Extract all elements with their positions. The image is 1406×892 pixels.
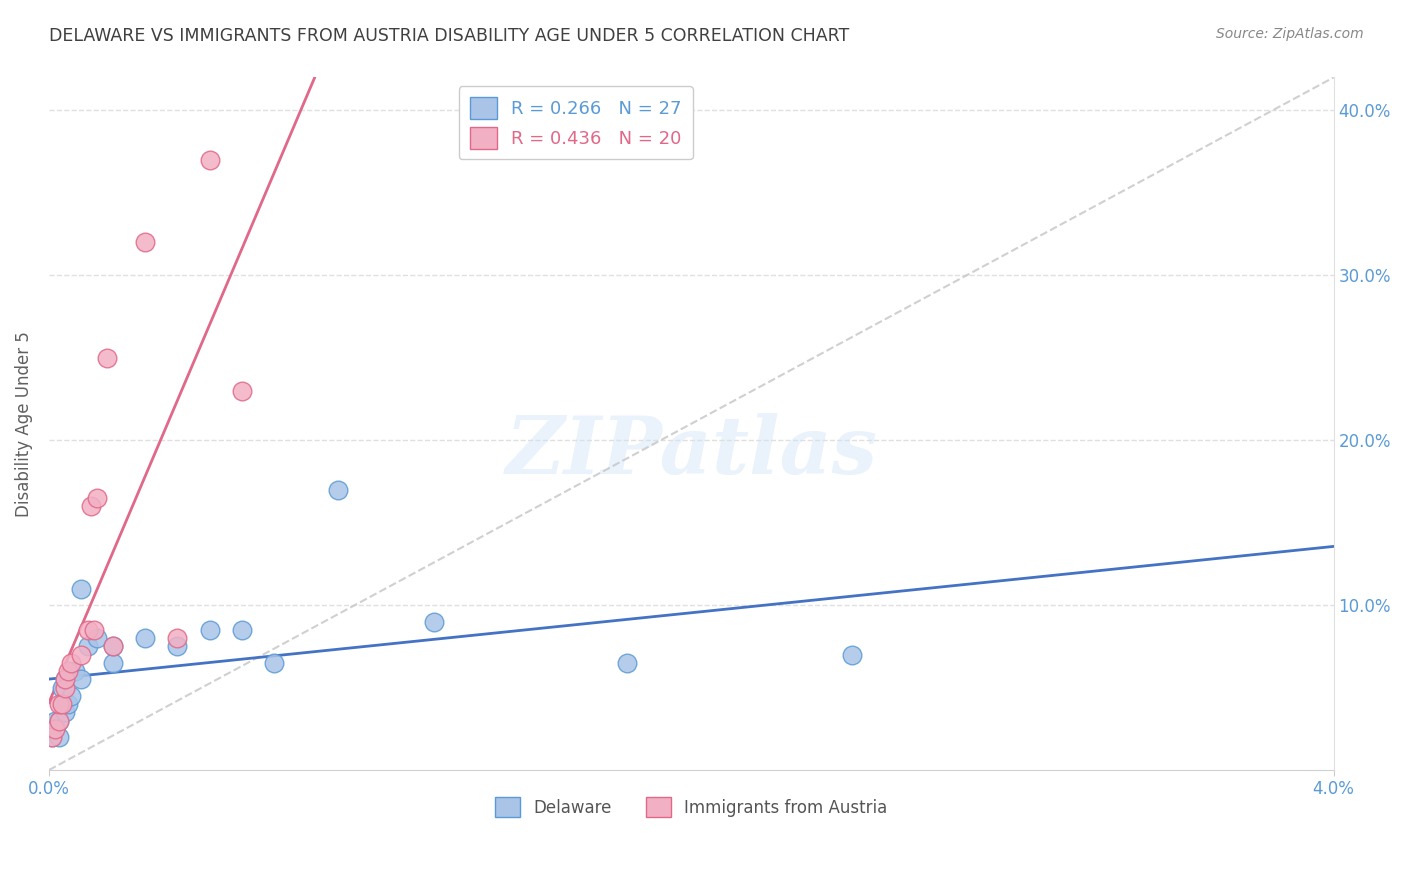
Point: [48, 714, 70, 728]
Point: [48, 714, 70, 728]
Point: [76, 640, 98, 654]
Point: [326, 483, 349, 497]
Point: [231, 384, 253, 398]
Point: [48, 697, 70, 711]
Point: [51, 697, 73, 711]
Point: [44, 714, 66, 728]
Point: [103, 640, 125, 654]
Point: [103, 640, 125, 654]
Point: [70, 582, 93, 596]
Point: [616, 656, 638, 670]
Point: [60, 656, 83, 670]
Point: [63, 664, 86, 678]
Point: [58, 697, 80, 711]
Point: [841, 648, 863, 662]
Point: [198, 623, 221, 637]
Point: [44, 722, 66, 736]
Point: [103, 656, 125, 670]
Text: Source: ZipAtlas.com: Source: ZipAtlas.com: [1216, 27, 1364, 41]
Point: [53, 681, 76, 695]
Point: [41, 730, 63, 744]
Text: DELAWARE VS IMMIGRANTS FROM AUSTRIA DISABILITY AGE UNDER 5 CORRELATION CHART: DELAWARE VS IMMIGRANTS FROM AUSTRIA DISA…: [49, 27, 849, 45]
Point: [53, 706, 76, 720]
Point: [134, 631, 156, 645]
Point: [53, 673, 76, 687]
Text: ZIPatlas: ZIPatlas: [505, 413, 877, 491]
Point: [44, 722, 66, 736]
Y-axis label: Disability Age Under 5: Disability Age Under 5: [15, 331, 32, 516]
Point: [86, 631, 108, 645]
Point: [263, 656, 285, 670]
Point: [80, 499, 103, 513]
Point: [41, 730, 63, 744]
Point: [70, 673, 93, 687]
Point: [96, 351, 118, 365]
Point: [134, 235, 156, 250]
Point: [423, 615, 446, 629]
Point: [76, 623, 98, 637]
Point: [51, 681, 73, 695]
Point: [231, 623, 253, 637]
Point: [86, 491, 108, 505]
Point: [166, 640, 188, 654]
Point: [198, 153, 221, 167]
Point: [60, 689, 83, 703]
Point: [83, 623, 105, 637]
Legend: Delaware, Immigrants from Austria: Delaware, Immigrants from Austria: [489, 790, 894, 824]
Point: [53, 673, 76, 687]
Point: [48, 730, 70, 744]
Point: [166, 631, 188, 645]
Point: [51, 697, 73, 711]
Point: [58, 664, 80, 678]
Point: [70, 648, 93, 662]
